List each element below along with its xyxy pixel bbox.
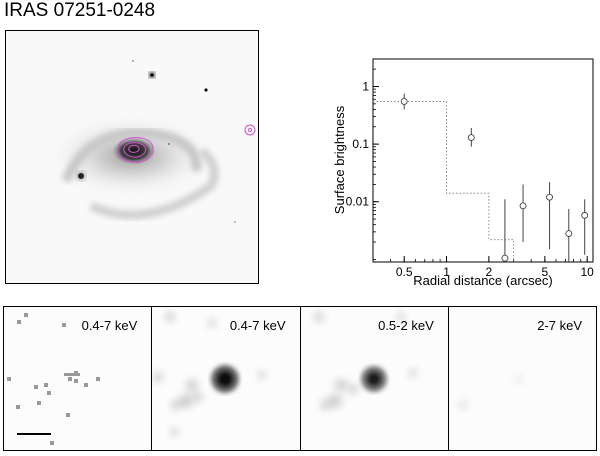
faint-emission — [457, 375, 523, 410]
data-point — [519, 184, 527, 243]
panel-label: 2-7 keV — [537, 318, 582, 333]
galaxy-nucleus — [112, 137, 156, 165]
xray-panel-2: 0.4-7 keV — [151, 307, 300, 450]
smoothed-diffuse-emission — [313, 312, 417, 410]
point-marker — [519, 202, 527, 210]
data-point — [546, 182, 553, 250]
xray-contours — [117, 124, 256, 163]
contour-offset-source — [244, 124, 256, 136]
star — [234, 221, 236, 223]
field-stars — [76, 60, 236, 223]
x-axis-label: Radial distance (arcsec) — [413, 273, 552, 288]
star — [204, 88, 208, 92]
y-tick-label: 1 — [362, 79, 369, 93]
chart-svg: 0.5 1 2 5 10 0.01 0.1 1 Radial distance (arcse… — [332, 58, 594, 288]
data-point — [467, 128, 475, 147]
point-marker — [400, 98, 408, 105]
point-marker — [565, 230, 573, 238]
spiral-arm-upper — [61, 127, 202, 183]
nuclear-source — [360, 366, 387, 392]
photon-events — [7, 313, 100, 445]
xray-panel-1-image — [7, 313, 100, 445]
surface-brightness-chart: 0.5 1 2 5 10 0.01 0.1 1 Radial distance (arcse… — [330, 55, 600, 295]
star — [168, 143, 170, 145]
xray-panel-4: 2-7 keV — [447, 307, 596, 450]
data-point — [581, 199, 589, 255]
data-point — [565, 208, 573, 262]
contour-outer — [117, 137, 154, 163]
scale-bar — [17, 433, 51, 435]
x-tick-label: 10 — [580, 265, 594, 279]
plot-frame — [372, 58, 594, 263]
xray-panel-4-image — [457, 375, 523, 410]
xray-panel-2-image — [153, 312, 267, 436]
panel-label: 0.4-7 keV — [229, 318, 286, 333]
model-step-line — [373, 101, 515, 262]
smoothed-diffuse-emission — [153, 312, 267, 436]
spiral-arm-lower — [89, 147, 219, 220]
y-tick-label: 0.01 — [346, 195, 370, 209]
star — [150, 73, 154, 77]
panel-label: 0.5-2 keV — [378, 318, 434, 333]
contour-inner — [123, 142, 147, 158]
y-axis-label: Surface brightness — [332, 105, 347, 214]
point-marker — [501, 254, 509, 262]
star — [132, 60, 134, 62]
x-tick-label: 1 — [443, 265, 450, 279]
x-axis-ticks: 0.5 1 2 5 10 — [372, 256, 594, 279]
x-tick-label: 2 — [486, 265, 493, 279]
xray-panel-3-image — [313, 312, 417, 410]
nuclear-source — [211, 365, 240, 393]
y-axis-ticks: 0.01 0.1 1 — [346, 58, 379, 263]
model-step-path — [373, 101, 515, 262]
data-point — [501, 199, 509, 262]
contour-core — [128, 144, 140, 153]
x-tick-label: 0.5 — [396, 265, 413, 279]
data-points — [400, 93, 589, 262]
figure-title: IRAS 07251-0248 — [4, 0, 156, 21]
contour-offset-source-inner — [248, 128, 252, 132]
point-marker — [581, 211, 589, 219]
point-marker — [546, 193, 553, 201]
xray-image-strip: 0.4-7 keV 0.4-7 keV — [3, 306, 597, 451]
data-point — [400, 93, 408, 110]
xray-panel-1: 0.4-7 keV — [4, 307, 152, 450]
y-tick-label: 0.1 — [352, 137, 369, 151]
star — [76, 171, 86, 181]
x-tick-label: 5 — [541, 265, 548, 279]
xray-panel-3: 0.5-2 keV — [299, 307, 448, 450]
optical-galaxy-image — [5, 30, 259, 284]
point-marker — [467, 134, 475, 142]
galaxy-image-svg — [46, 60, 256, 223]
panel-label: 0.4-7 keV — [81, 318, 138, 333]
